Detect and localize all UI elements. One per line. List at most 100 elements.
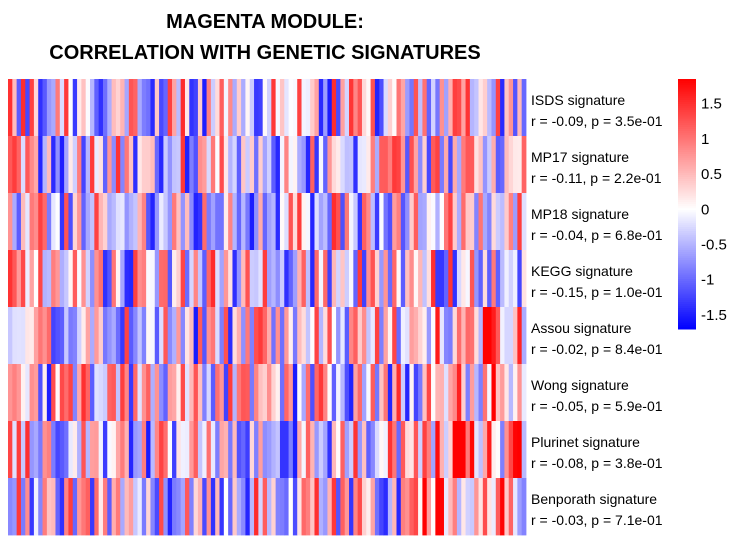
heatmap-cell: [500, 250, 505, 308]
heatmap-cell: [418, 79, 423, 137]
legend-color-step: [678, 297, 696, 301]
legend-color-step: [678, 106, 696, 109]
heatmap-cell: [340, 421, 346, 479]
heatmap-cell: [172, 364, 177, 422]
heatmap-cell: [219, 364, 225, 422]
heatmap-cell: [141, 250, 147, 308]
heatmap-cell: [387, 79, 393, 137]
heatmap-cell: [357, 307, 363, 365]
heatmap-cell: [98, 364, 104, 422]
heatmap-cell: [115, 307, 121, 365]
heatmap-cell: [55, 478, 61, 536]
legend-color-step: [678, 206, 696, 209]
heatmap-cell: [85, 250, 91, 308]
heatmap-cell: [379, 193, 384, 251]
legend-color-step: [678, 220, 696, 224]
heatmap-cell: [513, 250, 518, 308]
heatmap-cell: [310, 307, 315, 365]
heatmap-cell: [236, 79, 242, 137]
heatmap-cell: [461, 79, 466, 137]
heatmap-cell: [396, 136, 402, 194]
heatmap-cell: [310, 136, 315, 194]
heatmap-cell: [94, 307, 100, 365]
heatmap-cell: [232, 364, 238, 422]
heatmap-cell: [357, 193, 363, 251]
legend-color-step: [678, 270, 696, 274]
heatmap-cell: [180, 307, 186, 365]
heatmap-cell: [180, 421, 186, 479]
heatmap-cell: [128, 250, 134, 308]
heatmap-cell: [487, 79, 492, 137]
heatmap-cell: [12, 421, 18, 479]
heatmap-cell: [288, 136, 294, 194]
heatmap-cell: [318, 478, 324, 536]
heatmap-cell: [340, 79, 346, 137]
heatmap-cell: [288, 79, 294, 137]
heatmap-cell: [64, 421, 69, 479]
legend-color-step: [678, 216, 696, 220]
heatmap-cell: [64, 307, 69, 365]
heatmap-cell: [426, 136, 432, 194]
heatmap-cell: [478, 364, 484, 422]
heatmap-cell: [340, 307, 346, 365]
heatmap-cell: [245, 421, 251, 479]
heatmap-cell: [353, 136, 359, 194]
heatmap-cell: [521, 307, 527, 365]
heatmap-cell: [344, 364, 350, 422]
heatmap-cell: [443, 364, 449, 422]
heatmap-cell: [55, 364, 61, 422]
heatmap-cell: [64, 79, 69, 137]
heatmap-cell: [443, 250, 449, 308]
heatmap-cell: [25, 364, 30, 422]
heatmap-cell: [258, 250, 264, 308]
heatmap-cell: [426, 421, 432, 479]
heatmap-cell: [189, 421, 195, 479]
heatmap-cell: [38, 421, 43, 479]
heatmap-cell: [115, 193, 121, 251]
heatmap-cell: [215, 307, 220, 365]
heatmap-cell: [159, 136, 164, 194]
heatmap-cell: [487, 250, 492, 308]
heatmap-cell: [366, 307, 371, 365]
legend-color-step: [678, 262, 696, 265]
legend-color-step: [678, 145, 696, 149]
heatmap-cell: [64, 250, 69, 308]
heatmap-cell: [25, 421, 30, 479]
legend-color-step: [678, 235, 696, 238]
heatmap-cell: [400, 193, 406, 251]
heatmap-cell: [245, 364, 251, 422]
heatmap-cell: [431, 250, 436, 308]
legend-color-step: [678, 258, 696, 261]
heatmap-cell: [400, 250, 406, 308]
heatmap-cell: [38, 250, 43, 308]
heatmap-cell: [197, 136, 203, 194]
heatmap-cell: [241, 421, 246, 479]
heatmap-cell: [366, 478, 371, 536]
heatmap-cell: [249, 478, 255, 536]
heatmap-cell: [491, 79, 497, 137]
heatmap-cell: [94, 364, 100, 422]
heatmap-cell: [474, 421, 479, 479]
heatmap-cell: [452, 250, 458, 308]
heatmap-cell: [495, 250, 501, 308]
legend-color-step: [678, 166, 696, 170]
heatmap-cell: [128, 478, 134, 536]
heatmap-cell: [297, 136, 302, 194]
legend-color-step: [678, 222, 696, 226]
heatmap-cell: [172, 79, 177, 137]
heatmap-cell: [409, 250, 415, 308]
heatmap-cell: [29, 421, 35, 479]
heatmap-cell: [413, 307, 419, 365]
heatmap-cell: [111, 250, 117, 308]
heatmap-cell: [184, 193, 190, 251]
heatmap-cell: [318, 307, 324, 365]
heatmap-cell: [223, 79, 229, 137]
heatmap-cell: [370, 421, 376, 479]
heatmap-cell: [456, 364, 462, 422]
legend-color-step: [678, 239, 696, 242]
legend-color-step: [678, 81, 696, 84]
heatmap-cell: [137, 364, 143, 422]
heatmap-cell: [167, 307, 173, 365]
heatmap-cell: [163, 79, 169, 137]
heatmap-cell: [413, 193, 419, 251]
